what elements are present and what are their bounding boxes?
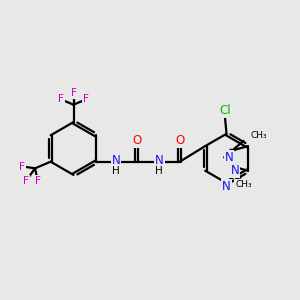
Text: Cl: Cl xyxy=(219,104,231,117)
Text: N: N xyxy=(155,154,164,167)
Text: O: O xyxy=(132,134,141,147)
Text: H: H xyxy=(112,166,120,176)
Text: N: N xyxy=(224,151,233,164)
Text: F: F xyxy=(35,176,41,186)
Text: N: N xyxy=(231,164,239,177)
Text: H: H xyxy=(155,166,163,176)
Text: F: F xyxy=(20,162,26,172)
Text: F: F xyxy=(70,88,76,98)
Text: F: F xyxy=(83,94,89,104)
Text: F: F xyxy=(23,176,29,186)
Text: F: F xyxy=(58,94,64,104)
Text: CH₃: CH₃ xyxy=(235,180,252,189)
Text: O: O xyxy=(175,134,184,147)
Text: CH₃: CH₃ xyxy=(250,131,267,140)
Text: N: N xyxy=(222,179,231,193)
Text: N: N xyxy=(112,154,121,167)
